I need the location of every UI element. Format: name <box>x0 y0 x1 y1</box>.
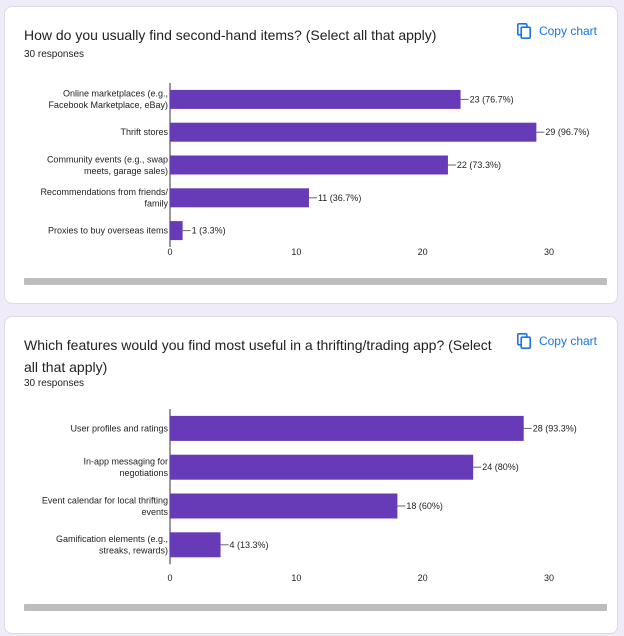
copy-icon <box>516 23 531 39</box>
bar[interactable] <box>170 532 221 558</box>
horizontal-scrollbar[interactable] <box>24 278 607 285</box>
x-tick-label: 0 <box>167 573 172 583</box>
bar[interactable] <box>170 122 537 142</box>
bar-chart: Online marketplaces (e.g., Facebook Marke… <box>40 83 589 257</box>
question-title: How do you usually find second-hand item… <box>24 27 437 43</box>
question-card-2: Which features would you find most usefu… <box>4 316 618 634</box>
category-label: Proxies to buy overseas items <box>48 226 169 236</box>
data-label: 4 (13.3%) <box>230 540 269 550</box>
bar[interactable] <box>170 415 524 441</box>
data-label: 22 (73.3%) <box>457 160 501 170</box>
x-tick-label: 30 <box>544 573 554 583</box>
bar[interactable] <box>170 454 474 480</box>
copy-chart-label: Copy chart <box>538 334 597 348</box>
question-card-1: How do you usually find second-hand item… <box>4 6 618 304</box>
x-tick-label: 20 <box>418 573 428 583</box>
x-tick-label: 0 <box>167 247 172 257</box>
x-tick-label: 30 <box>544 247 554 257</box>
question-title: Which features would you find most usefu… <box>24 337 492 375</box>
copy-icon <box>516 333 531 349</box>
horizontal-scrollbar[interactable] <box>24 604 607 611</box>
copy-chart-label: Copy chart <box>538 24 597 38</box>
data-label: 28 (93.3%) <box>533 423 577 433</box>
response-count: 30 responses <box>24 49 85 60</box>
data-label: 18 (60%) <box>406 501 443 511</box>
category-label: Gamification elements (e.g., streaks, rew… <box>56 534 168 556</box>
x-tick-label: 10 <box>291 247 301 257</box>
category-label: Community events (e.g., swap meets, garag… <box>47 154 168 176</box>
bar[interactable] <box>170 89 461 109</box>
bar[interactable] <box>170 493 398 519</box>
copy-chart-button[interactable]: Copy chart <box>516 23 597 39</box>
data-label: 24 (80%) <box>482 462 519 472</box>
copy-chart-button[interactable]: Copy chart <box>516 333 597 349</box>
bar[interactable] <box>170 221 183 241</box>
category-label: Event calendar for local thrifting events <box>42 495 169 517</box>
data-label: 11 (36.7%) <box>318 193 361 203</box>
category-label: Online marketplaces (e.g., Facebook Marke… <box>48 89 168 111</box>
bar[interactable] <box>170 188 309 208</box>
data-label: 29 (96.7%) <box>545 127 589 137</box>
data-label: 1 (3.3%) <box>192 226 226 236</box>
bar[interactable] <box>170 155 448 175</box>
bar-chart: User profiles and ratings 28 (93.3%) In-ap… <box>42 409 577 583</box>
x-tick-label: 20 <box>418 247 428 257</box>
category-label: User profiles and ratings <box>70 423 168 433</box>
category-label: Recommendations from friends/family <box>40 187 168 209</box>
x-tick-label: 10 <box>291 573 301 583</box>
data-label: 23 (76.7%) <box>470 94 514 104</box>
response-count: 30 responses <box>24 378 85 389</box>
category-label: Thrift stores <box>120 127 168 137</box>
category-label: In-app messaging for negotiations <box>83 456 168 478</box>
